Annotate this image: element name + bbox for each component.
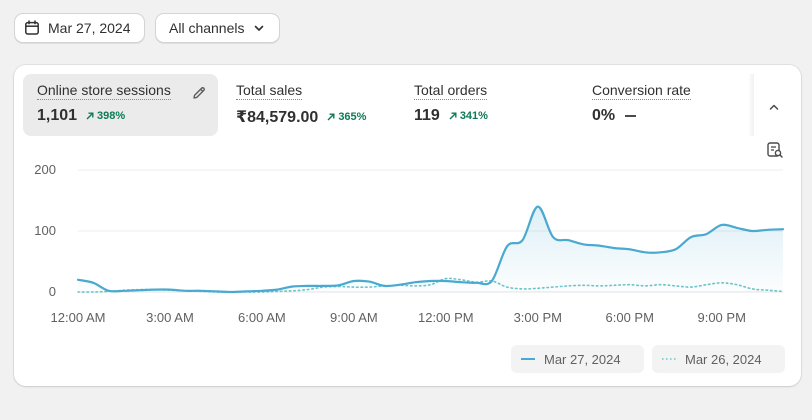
metric-change-badge: 341% (449, 110, 488, 122)
metric-tab-total-sales[interactable]: Total sales ₹84,579.00 365% (222, 74, 392, 136)
x-tick-label: 3:00 PM (514, 310, 562, 325)
x-tick-label: 9:00 PM (697, 310, 745, 325)
metric-label: Total orders (414, 82, 488, 100)
metric-label: Conversion rate (592, 82, 691, 100)
chevron-up-icon (769, 104, 779, 110)
report-search-icon (767, 142, 783, 158)
legend-item-previous[interactable]: Mar 26, 2024 (652, 345, 785, 373)
x-tick-label: 6:00 AM (238, 310, 286, 325)
legend-item-current[interactable]: Mar 27, 2024 (511, 345, 644, 373)
metrics-scroll-fade (748, 74, 754, 136)
metric-change-badge: 398% (86, 110, 125, 122)
arrow-up-right-icon (86, 112, 94, 120)
y-tick-label: 0 (49, 284, 56, 299)
chevron-down-icon (254, 25, 263, 31)
pencil-icon[interactable] (191, 85, 207, 101)
arrow-up-right-icon (449, 112, 457, 120)
metric-label: Total sales (236, 82, 303, 100)
legend-label: Mar 26, 2024 (685, 351, 762, 367)
metric-tab-online-store-sessions[interactable]: Online store sessions 1,101 398% (23, 74, 218, 136)
metric-value: 1,101 (37, 107, 78, 124)
y-tick-label: 200 (34, 162, 56, 177)
channel-filter-button[interactable]: All channels (155, 13, 280, 43)
arrow-up-right-icon (327, 113, 335, 121)
analytics-card: Online store sessions 1,101 398% Total s… (14, 65, 801, 386)
collapse-button[interactable] (762, 95, 786, 119)
analyze-report-button[interactable] (765, 140, 785, 160)
metric-tab-conversion-rate[interactable]: Conversion rate 0% (578, 74, 748, 136)
x-tick-label: 12:00 PM (418, 310, 474, 325)
dotted-line-swatch-icon (662, 358, 676, 360)
x-tick-label: 3:00 AM (146, 310, 194, 325)
metric-change-value: 341% (459, 110, 488, 122)
calendar-icon (25, 20, 39, 35)
series-line-current (76, 205, 785, 294)
x-tick-label: 6:00 PM (606, 310, 654, 325)
channel-filter-label: All channels (169, 20, 245, 36)
x-tick-label: 9:00 AM (330, 310, 378, 325)
metric-label: Online store sessions (37, 82, 171, 100)
metric-change-value: 398% (97, 110, 126, 122)
metric-change-badge: 365% (327, 111, 366, 123)
no-change-dash (625, 115, 637, 117)
date-range-button[interactable]: Mar 27, 2024 (14, 13, 145, 43)
metric-value: ₹84,579.00 (236, 109, 319, 126)
metric-value: 119 (414, 107, 440, 124)
metric-change-value: 365% (338, 111, 367, 123)
series-area-fill (78, 206, 783, 292)
sessions-line-chart: 200 100 0 12:00 AM 3:00 AM 6:00 AM 9:00 AM 12:0… (34, 162, 785, 325)
date-range-label: Mar 27, 2024 (48, 20, 131, 36)
y-tick-label: 100 (34, 223, 56, 238)
legend-label: Mar 27, 2024 (544, 351, 621, 367)
solid-line-swatch-icon (521, 358, 535, 360)
metric-tab-total-orders[interactable]: Total orders 119 341% (400, 74, 570, 136)
metric-value: 0% (592, 107, 616, 124)
x-tick-label: 12:00 AM (51, 310, 106, 325)
